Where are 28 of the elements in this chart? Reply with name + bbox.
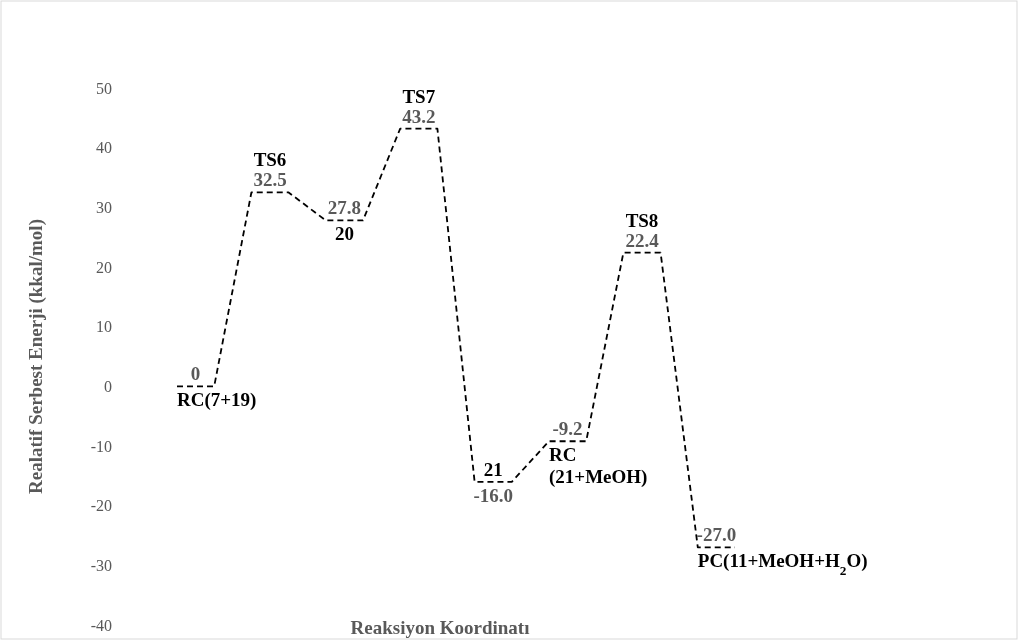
data-label: 32.5 xyxy=(253,169,287,191)
y-tick-label: 0 xyxy=(104,377,112,395)
x-axis-title: Reaksiyon Koordinatı xyxy=(350,617,530,638)
y-tick-label: -10 xyxy=(90,437,112,455)
annotation: RC (21+MeOH) xyxy=(549,444,648,489)
annotation: 21 xyxy=(483,458,503,480)
data-label: 22.4 xyxy=(625,229,660,251)
data-label: -27.0 xyxy=(696,524,737,546)
y-tick-label: 30 xyxy=(96,198,112,216)
annotation: RC(7+19) xyxy=(177,389,257,412)
y-tick-label: -20 xyxy=(90,497,112,515)
y-tick-label: 10 xyxy=(96,318,112,336)
annotation: TS8 xyxy=(625,209,659,231)
data-label: 43.2 xyxy=(402,105,436,127)
annotation: PC(11+MeOH+H$_{2}$O) xyxy=(697,550,868,578)
data-label: 0 xyxy=(190,363,201,385)
y-axis-title: Realatif Serbest Enerji (kkal/mol) xyxy=(25,219,47,494)
data-label: -9.2 xyxy=(552,418,583,440)
annotation: TS7 xyxy=(402,85,436,107)
annotation: TS6 xyxy=(253,149,287,171)
y-tick-label: 50 xyxy=(96,79,112,97)
y-tick-label: -40 xyxy=(90,616,112,634)
data-label: 27.8 xyxy=(327,197,362,219)
annotation: 20 xyxy=(334,223,354,245)
data-label: -16.0 xyxy=(473,484,513,506)
y-tick-label: 20 xyxy=(96,258,112,276)
y-tick-label: 40 xyxy=(96,139,112,157)
y-tick-label: -30 xyxy=(90,556,112,574)
